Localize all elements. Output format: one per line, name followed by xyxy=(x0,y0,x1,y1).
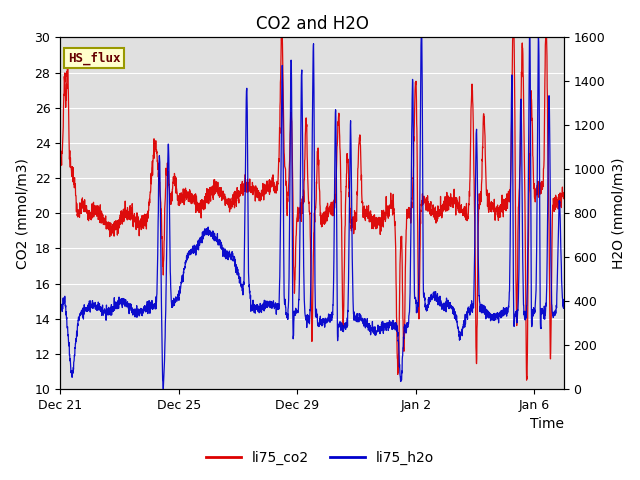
Y-axis label: CO2 (mmol/m3): CO2 (mmol/m3) xyxy=(15,158,29,269)
Legend: li75_co2, li75_h2o: li75_co2, li75_h2o xyxy=(200,445,440,471)
Title: CO2 and H2O: CO2 and H2O xyxy=(255,15,369,33)
Text: HS_flux: HS_flux xyxy=(68,51,120,65)
X-axis label: Time: Time xyxy=(530,418,564,432)
Y-axis label: H2O (mmol/m3): H2O (mmol/m3) xyxy=(611,157,625,269)
